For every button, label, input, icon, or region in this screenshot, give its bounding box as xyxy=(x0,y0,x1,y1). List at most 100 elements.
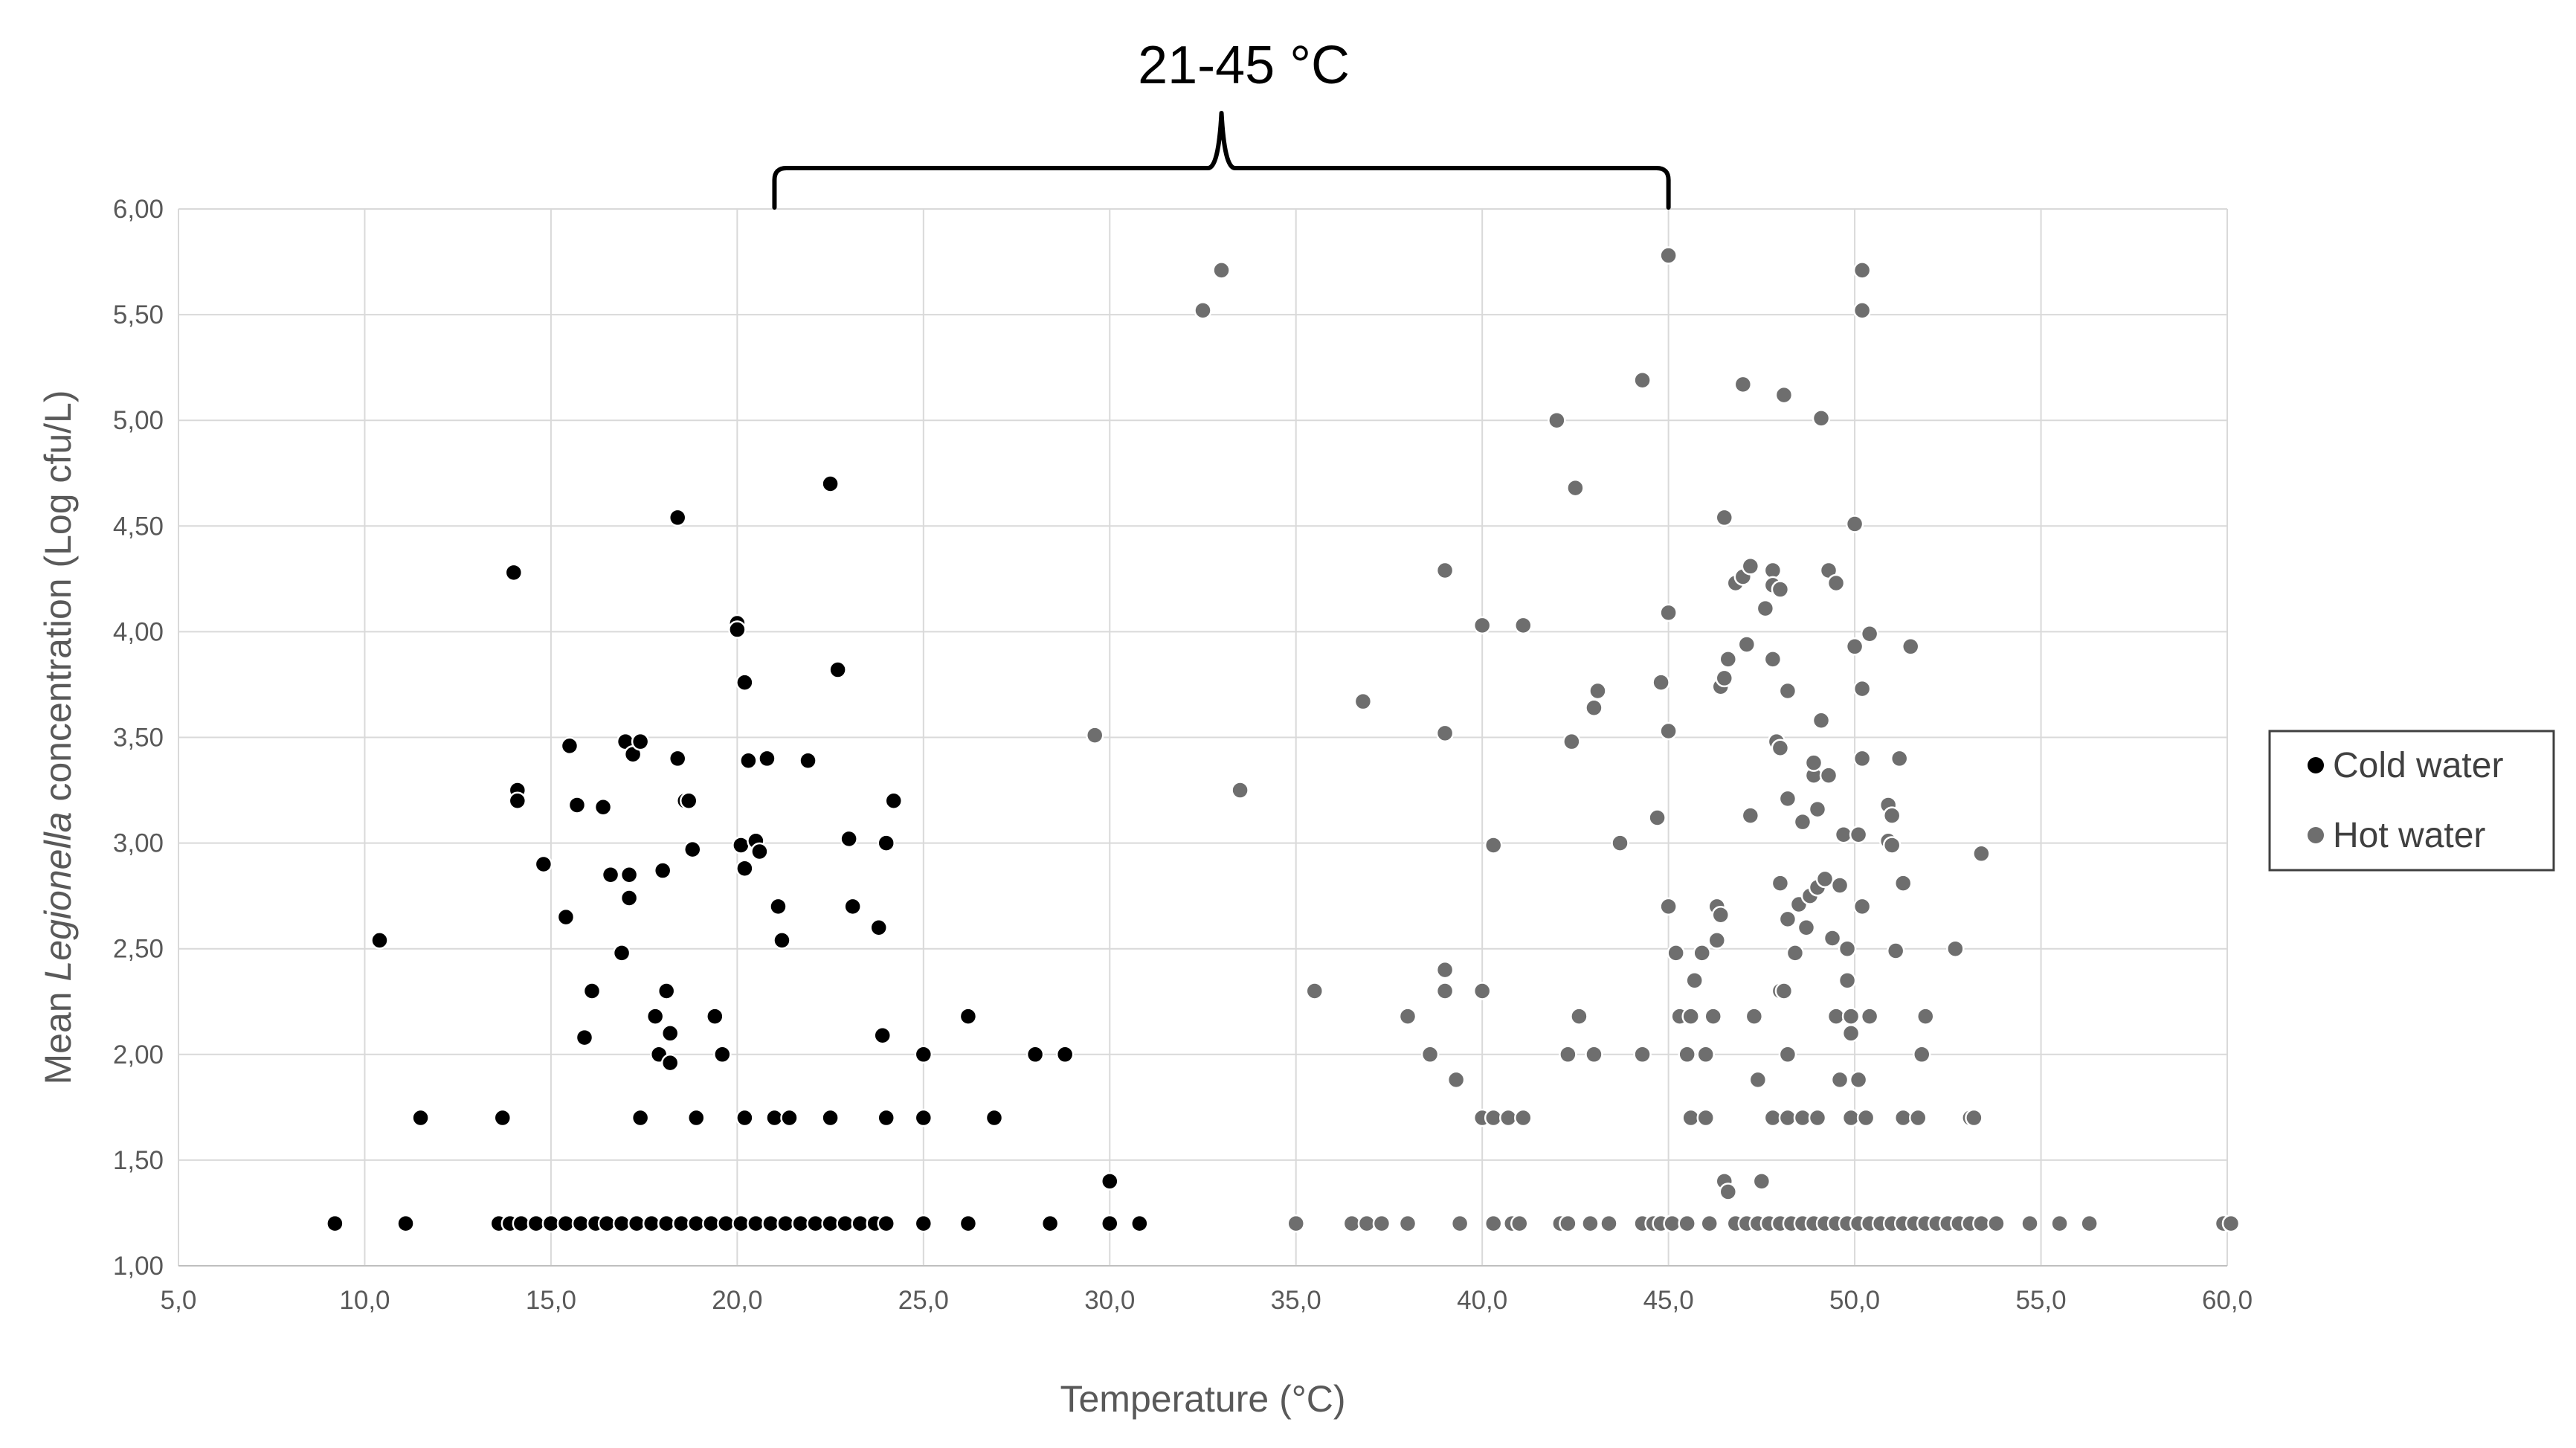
hot-water-point xyxy=(1652,673,1670,692)
legend-marker-cold-water xyxy=(2308,757,2324,773)
cold-water-point xyxy=(627,1214,646,1233)
x-tick-label: 60,0 xyxy=(2202,1286,2253,1315)
legend-label-hot-water: Hot water xyxy=(2333,816,2485,855)
cold-water-point xyxy=(601,865,620,884)
hot-water-point xyxy=(1559,1214,1577,1233)
hot-water-point xyxy=(1305,982,1324,1000)
y-tick-label: 5,50 xyxy=(113,300,164,329)
hot-water-point xyxy=(1719,1182,1738,1201)
cold-water-point xyxy=(687,1108,706,1127)
cold-water-point xyxy=(773,931,791,950)
cold-water-point xyxy=(411,1108,430,1127)
hot-water-point xyxy=(1808,1108,1827,1127)
cold-water-point xyxy=(631,1108,650,1127)
hot-water-point xyxy=(1849,825,1868,844)
hot-water-point xyxy=(1633,370,1652,390)
cold-water-point xyxy=(660,1024,680,1043)
hot-water-point xyxy=(1435,561,1455,580)
cold-water-point xyxy=(1025,1045,1045,1064)
hot-water-point xyxy=(1685,971,1704,990)
hot-water-point xyxy=(1678,1214,1696,1233)
hot-water-point xyxy=(1778,789,1797,808)
cold-water-point xyxy=(370,931,389,950)
cold-water-point xyxy=(582,982,602,1000)
hot-water-point xyxy=(1715,508,1734,527)
cold-water-point xyxy=(512,1214,531,1233)
x-tick-label: 50,0 xyxy=(1829,1286,1880,1315)
hot-water-point xyxy=(1633,1045,1652,1064)
cold-water-point xyxy=(732,1214,750,1233)
y-tick-label: 1,00 xyxy=(113,1252,164,1281)
hot-water-point xyxy=(1659,721,1678,741)
cold-water-point xyxy=(567,796,587,814)
hot-water-point xyxy=(1793,812,1812,831)
hot-water-point xyxy=(1659,246,1678,265)
hot-water-point xyxy=(1826,1007,1846,1026)
hot-water-point xyxy=(1514,1108,1533,1127)
hot-water-point xyxy=(1484,1108,1503,1127)
hot-water-point xyxy=(1510,1214,1529,1233)
hot-water-point xyxy=(1566,478,1585,498)
hot-water-point xyxy=(1611,834,1629,852)
cold-water-point xyxy=(619,889,639,907)
cold-water-point xyxy=(527,1214,546,1233)
cold-water-point xyxy=(747,1214,765,1233)
hot-water-point xyxy=(1585,1045,1603,1064)
hot-water-point xyxy=(1852,301,1872,320)
hot-water-point xyxy=(1398,1007,1417,1026)
cold-water-point xyxy=(914,1214,933,1233)
cold-water-point xyxy=(869,918,888,937)
cold-water-point xyxy=(959,1007,978,1026)
cold-water-point xyxy=(631,732,650,751)
y-tick-label: 2,00 xyxy=(113,1040,164,1069)
cold-water-point xyxy=(821,474,840,493)
temperature-range-bracket xyxy=(772,111,1671,210)
cold-water-point xyxy=(556,907,576,927)
hot-water-point xyxy=(1774,982,1794,1000)
hot-water-point xyxy=(1085,726,1104,744)
x-tick-label: 10,0 xyxy=(339,1286,390,1315)
hot-water-point xyxy=(1815,869,1835,889)
y-tick-label: 6,00 xyxy=(113,195,164,224)
hot-water-point xyxy=(2080,1214,2099,1233)
cold-water-point xyxy=(877,1108,895,1127)
x-axis-title: Temperature (°C) xyxy=(1060,1378,1346,1420)
cold-water-point xyxy=(597,1214,616,1233)
hot-water-point xyxy=(1841,1007,1861,1026)
hot-water-point xyxy=(1823,929,1842,947)
cold-water-point xyxy=(556,1214,576,1233)
hot-water-point xyxy=(1562,732,1581,751)
hot-water-point xyxy=(1852,749,1872,768)
y-tick-label: 3,50 xyxy=(113,724,164,753)
hot-water-point xyxy=(2221,1214,2241,1233)
hot-water-point xyxy=(1745,1007,1764,1026)
hot-water-point xyxy=(1681,1007,1700,1026)
cold-water-point xyxy=(799,751,817,770)
cold-water-point xyxy=(706,1007,724,1026)
cold-water-point xyxy=(612,944,631,962)
hot-water-point xyxy=(1797,918,1816,937)
x-tick-label: 15,0 xyxy=(526,1286,576,1315)
hot-water-point xyxy=(1472,982,1492,1000)
y-axis-title: Mean Legionella concentration (Log cfu/L… xyxy=(37,390,79,1085)
hot-water-point xyxy=(1342,1214,1362,1233)
hot-water-point xyxy=(1435,960,1455,979)
hot-water-point xyxy=(1600,1214,1618,1233)
hot-water-point xyxy=(1830,1070,1849,1090)
hot-water-point xyxy=(1484,836,1503,855)
cold-water-point xyxy=(739,751,758,770)
x-tick-label: 30,0 xyxy=(1084,1286,1135,1315)
temperature-range-label: 21-45 °C xyxy=(1138,36,1350,95)
cold-water-point xyxy=(326,1214,344,1233)
hot-water-point xyxy=(1908,1108,1928,1127)
cold-water-point xyxy=(877,1214,895,1233)
hot-water-point xyxy=(1659,897,1678,916)
cold-water-point xyxy=(735,673,754,692)
hot-water-point xyxy=(1570,1007,1588,1026)
cold-water-point xyxy=(642,1214,661,1233)
cold-water-point xyxy=(780,1108,799,1127)
cold-water-point xyxy=(612,1214,631,1233)
y-tick-label: 3,00 xyxy=(113,829,164,858)
y-tick-label: 2,50 xyxy=(113,935,164,964)
hot-water-point xyxy=(1841,1108,1861,1127)
